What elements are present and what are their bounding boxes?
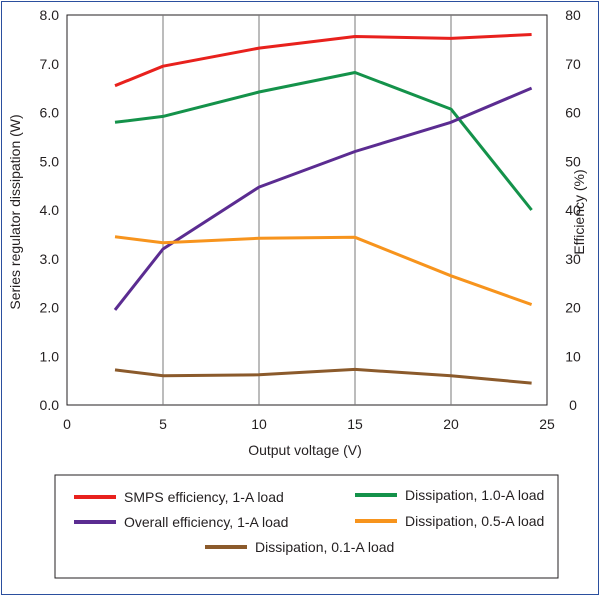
y-left-tick-label: 4.0 (40, 202, 60, 218)
y-left-tick-label: 8.0 (40, 7, 60, 23)
y-left-tick-label: 2.0 (40, 300, 60, 316)
x-tick-label: 15 (347, 416, 363, 432)
chart: 0 5 10 15 20 25 0.0 1.0 2.0 3.0 4.0 5.0 6.0 7.0 8.0 0 10… (7, 7, 587, 579)
x-tick-label: 20 (443, 416, 459, 432)
legend-label-overall-efficiency-1-a-load: Overall efficiency, 1-A load (124, 514, 288, 530)
legend: SMPS efficiency, 1-A load Dissipation, 1.… (54, 474, 559, 579)
y-axis-left-title: Series regulator dissipation (W) (7, 114, 23, 309)
tick-labels: 0 5 10 15 20 25 0.0 1.0 2.0 3.0 4.0 5.0 6.0 7.0 8.0 0 10… (40, 7, 581, 432)
legend-label-dissipation-1-0-a-load: Dissipation, 1.0-A load (405, 487, 544, 503)
legend-box (54, 474, 559, 579)
y-right-tick-label: 20 (565, 300, 581, 316)
series-lines (113, 33, 533, 385)
plot-area (66, 14, 548, 406)
y-axis-right-title: Efficiency (%) (571, 169, 587, 254)
x-tick-label: 0 (63, 416, 71, 432)
y-right-tick-label: 50 (565, 153, 581, 169)
series-line-dissipation-0-5-a-load (114, 235, 533, 307)
y-left-tick-label: 5.0 (40, 153, 60, 169)
y-right-tick-label: 40 (565, 202, 581, 218)
legend-label-dissipation-0-1-a-load: Dissipation, 0.1-A load (255, 539, 394, 555)
series-line-overall-efficiency-1-a-load (113, 86, 533, 311)
x-tick-label: 5 (159, 416, 167, 432)
series-line-dissipation-0-1-a-load (114, 367, 532, 385)
y-right-tick-label: 70 (565, 56, 581, 72)
y-left-tick-label: 7.0 (40, 56, 60, 72)
y-right-tick-label: 0 (569, 397, 577, 413)
y-right-tick-label: 60 (565, 105, 581, 121)
x-axis-title: Output voltage (V) (248, 442, 362, 458)
legend-label-smps-efficiency-1-a-load: SMPS efficiency, 1-A load (124, 489, 284, 505)
legend-label-dissipation-0-5-a-load: Dissipation, 0.5-A load (405, 513, 544, 529)
y-left-tick-label: 0.0 (40, 397, 60, 413)
series-line-smps-efficiency-1-a-load (114, 33, 532, 88)
x-tick-label: 10 (251, 416, 267, 432)
y-right-tick-label: 80 (565, 7, 581, 23)
y-right-tick-label: 30 (565, 251, 581, 267)
grid (162, 15, 452, 405)
x-tick-label: 25 (539, 416, 555, 432)
y-left-tick-label: 3.0 (40, 251, 60, 267)
y-left-tick-label: 6.0 (40, 105, 60, 121)
y-right-tick-label: 10 (565, 348, 581, 364)
series-line-dissipation-1-0-a-load (114, 71, 533, 211)
y-left-tick-label: 1.0 (40, 348, 60, 364)
legend-items: SMPS efficiency, 1-A load Dissipation, 1.… (74, 487, 544, 555)
